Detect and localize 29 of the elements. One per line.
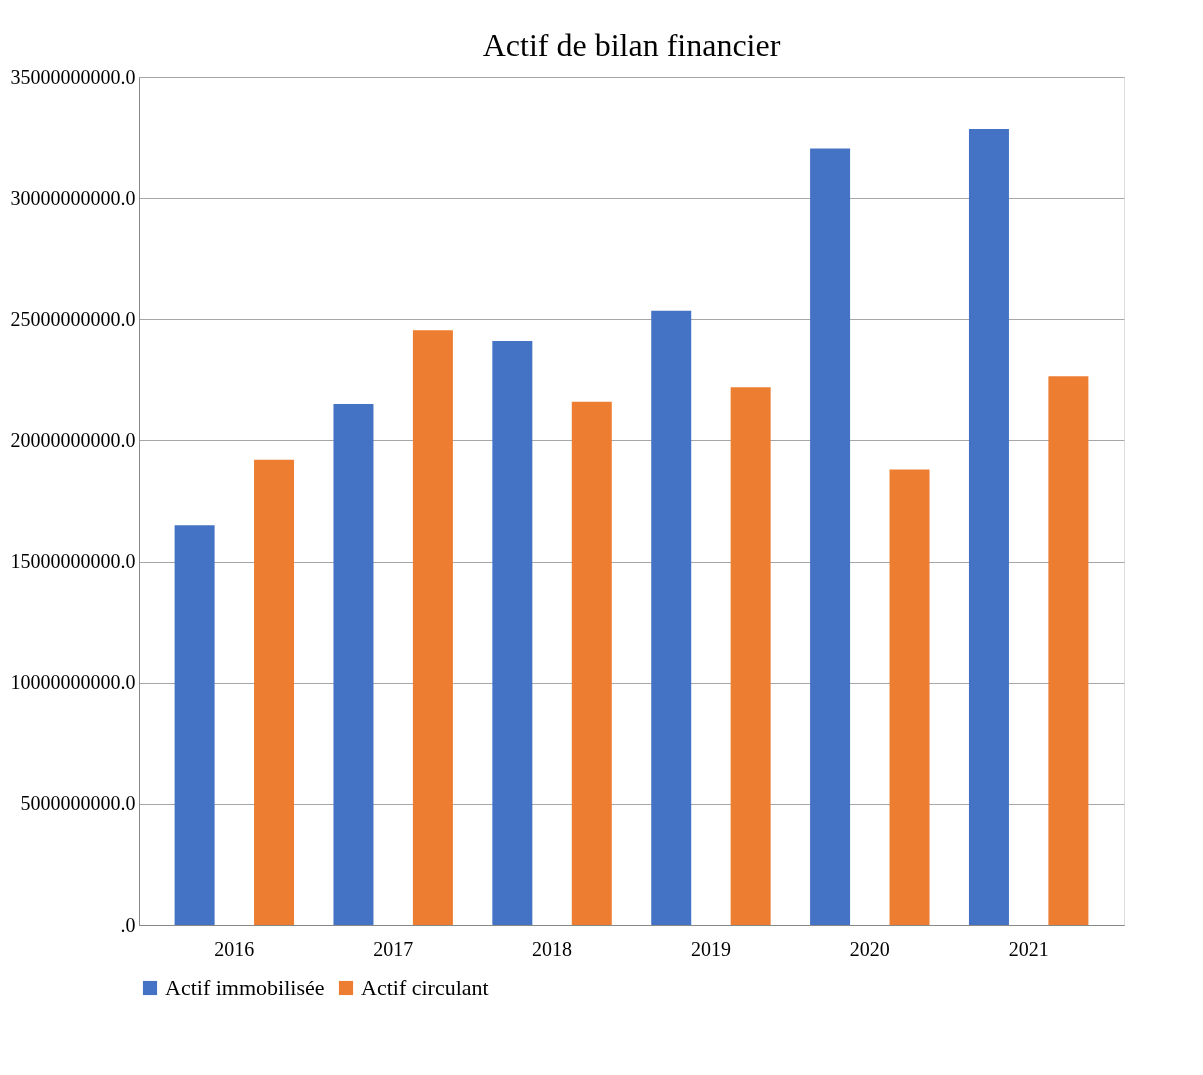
legend-label: Actif circulant bbox=[361, 975, 489, 1000]
y-tick-label: 5000000000.0 bbox=[20, 792, 136, 815]
bar bbox=[174, 525, 215, 925]
legend-label: Actif immobilisée bbox=[165, 975, 325, 1000]
y-tick-label: 10000000000.0 bbox=[10, 671, 136, 694]
x-tick-label: 2018 bbox=[532, 937, 573, 960]
bar bbox=[889, 469, 930, 925]
bar bbox=[333, 404, 374, 925]
bar bbox=[968, 129, 1009, 925]
bar bbox=[651, 310, 692, 925]
x-tick-label: 2021 bbox=[1008, 937, 1049, 960]
bar bbox=[492, 341, 533, 925]
y-tick-label: 20000000000.0 bbox=[10, 428, 136, 451]
y-tick-label: 35000000000.0 bbox=[10, 65, 136, 88]
bar bbox=[810, 148, 851, 925]
bar bbox=[571, 401, 612, 925]
bar bbox=[254, 459, 295, 925]
y-tick-label: 25000000000.0 bbox=[10, 307, 136, 330]
x-tick-label: 2020 bbox=[849, 937, 890, 960]
y-tick-label: 15000000000.0 bbox=[10, 550, 136, 573]
bar bbox=[1048, 376, 1089, 925]
chart-title: Actif de bilan financier bbox=[482, 27, 781, 63]
bar bbox=[412, 330, 453, 925]
x-tick-label: 2017 bbox=[373, 937, 414, 960]
x-tick-label: 2016 bbox=[214, 937, 255, 960]
y-tick-label: 30000000000.0 bbox=[10, 186, 136, 209]
bar bbox=[730, 387, 771, 925]
x-tick-label: 2019 bbox=[690, 937, 731, 960]
y-tick-label: .0 bbox=[120, 913, 136, 936]
